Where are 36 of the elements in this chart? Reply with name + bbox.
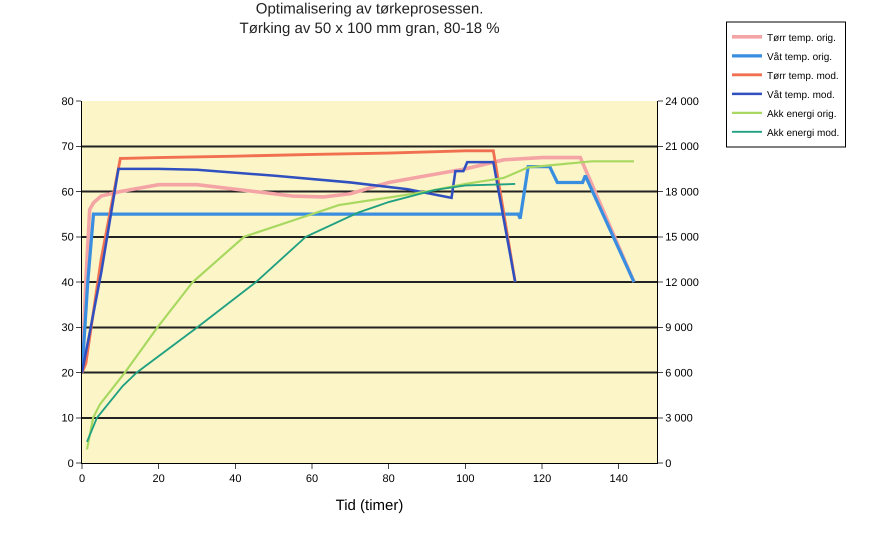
y-tick-label: 60 [62, 186, 74, 198]
y2-tick-label: 9 000 [665, 322, 693, 334]
y-tick-label: 10 [62, 412, 74, 425]
legend-label: Våt temp. mod. [767, 88, 835, 101]
y2-tick-label: 18 000 [665, 186, 699, 198]
legend-label: Tørr temp. orig. [767, 32, 836, 44]
y-tick-label: 80 [62, 96, 74, 108]
y-tick-label: 20 [62, 367, 74, 380]
x-tick-label: 100 [456, 473, 475, 486]
legend-label: Akk energi orig. [767, 108, 836, 120]
y2-tick-label: 21 000 [665, 141, 699, 154]
chart-title: Optimalisering av tørkeprosessen. Tørking av 50 x 100 mm gran, 80-18 % [240, 0, 500, 37]
y-tick-label: 50 [62, 232, 74, 244]
y-tick-label: 30 [62, 322, 74, 334]
x-axis-title: Tid (timer) [336, 497, 404, 514]
x-tick-label: 20 [152, 473, 165, 486]
y-tick-label: 0 [68, 458, 74, 470]
x-tick-label: 80 [382, 473, 395, 486]
line-series [86, 183, 516, 443]
y2-tick-label: 0 [665, 458, 672, 470]
y2-tick-label: 6 000 [665, 367, 693, 380]
x-tick-label: 0 [78, 473, 86, 486]
y-tick-label: 70 [62, 141, 74, 154]
legend-label: Tørr temp. mod. [767, 70, 839, 82]
legend-label: Akk energi mod. [767, 128, 840, 139]
legend-label: Våt temp. orig. [767, 50, 832, 63]
y2-tick-label: 12 000 [665, 276, 699, 289]
y2-tick-label: 15 000 [665, 232, 699, 244]
y2-tick-label: 3 000 [665, 412, 693, 425]
y2-tick-label: 24 000 [665, 96, 699, 108]
x-tick-label: 140 [609, 473, 628, 486]
x-tick-label: 120 [532, 473, 552, 486]
y-tick-label: 40 [62, 276, 74, 289]
x-tick-label: 60 [306, 473, 318, 486]
x-tick-label: 40 [229, 473, 242, 486]
line-series [86, 160, 636, 451]
